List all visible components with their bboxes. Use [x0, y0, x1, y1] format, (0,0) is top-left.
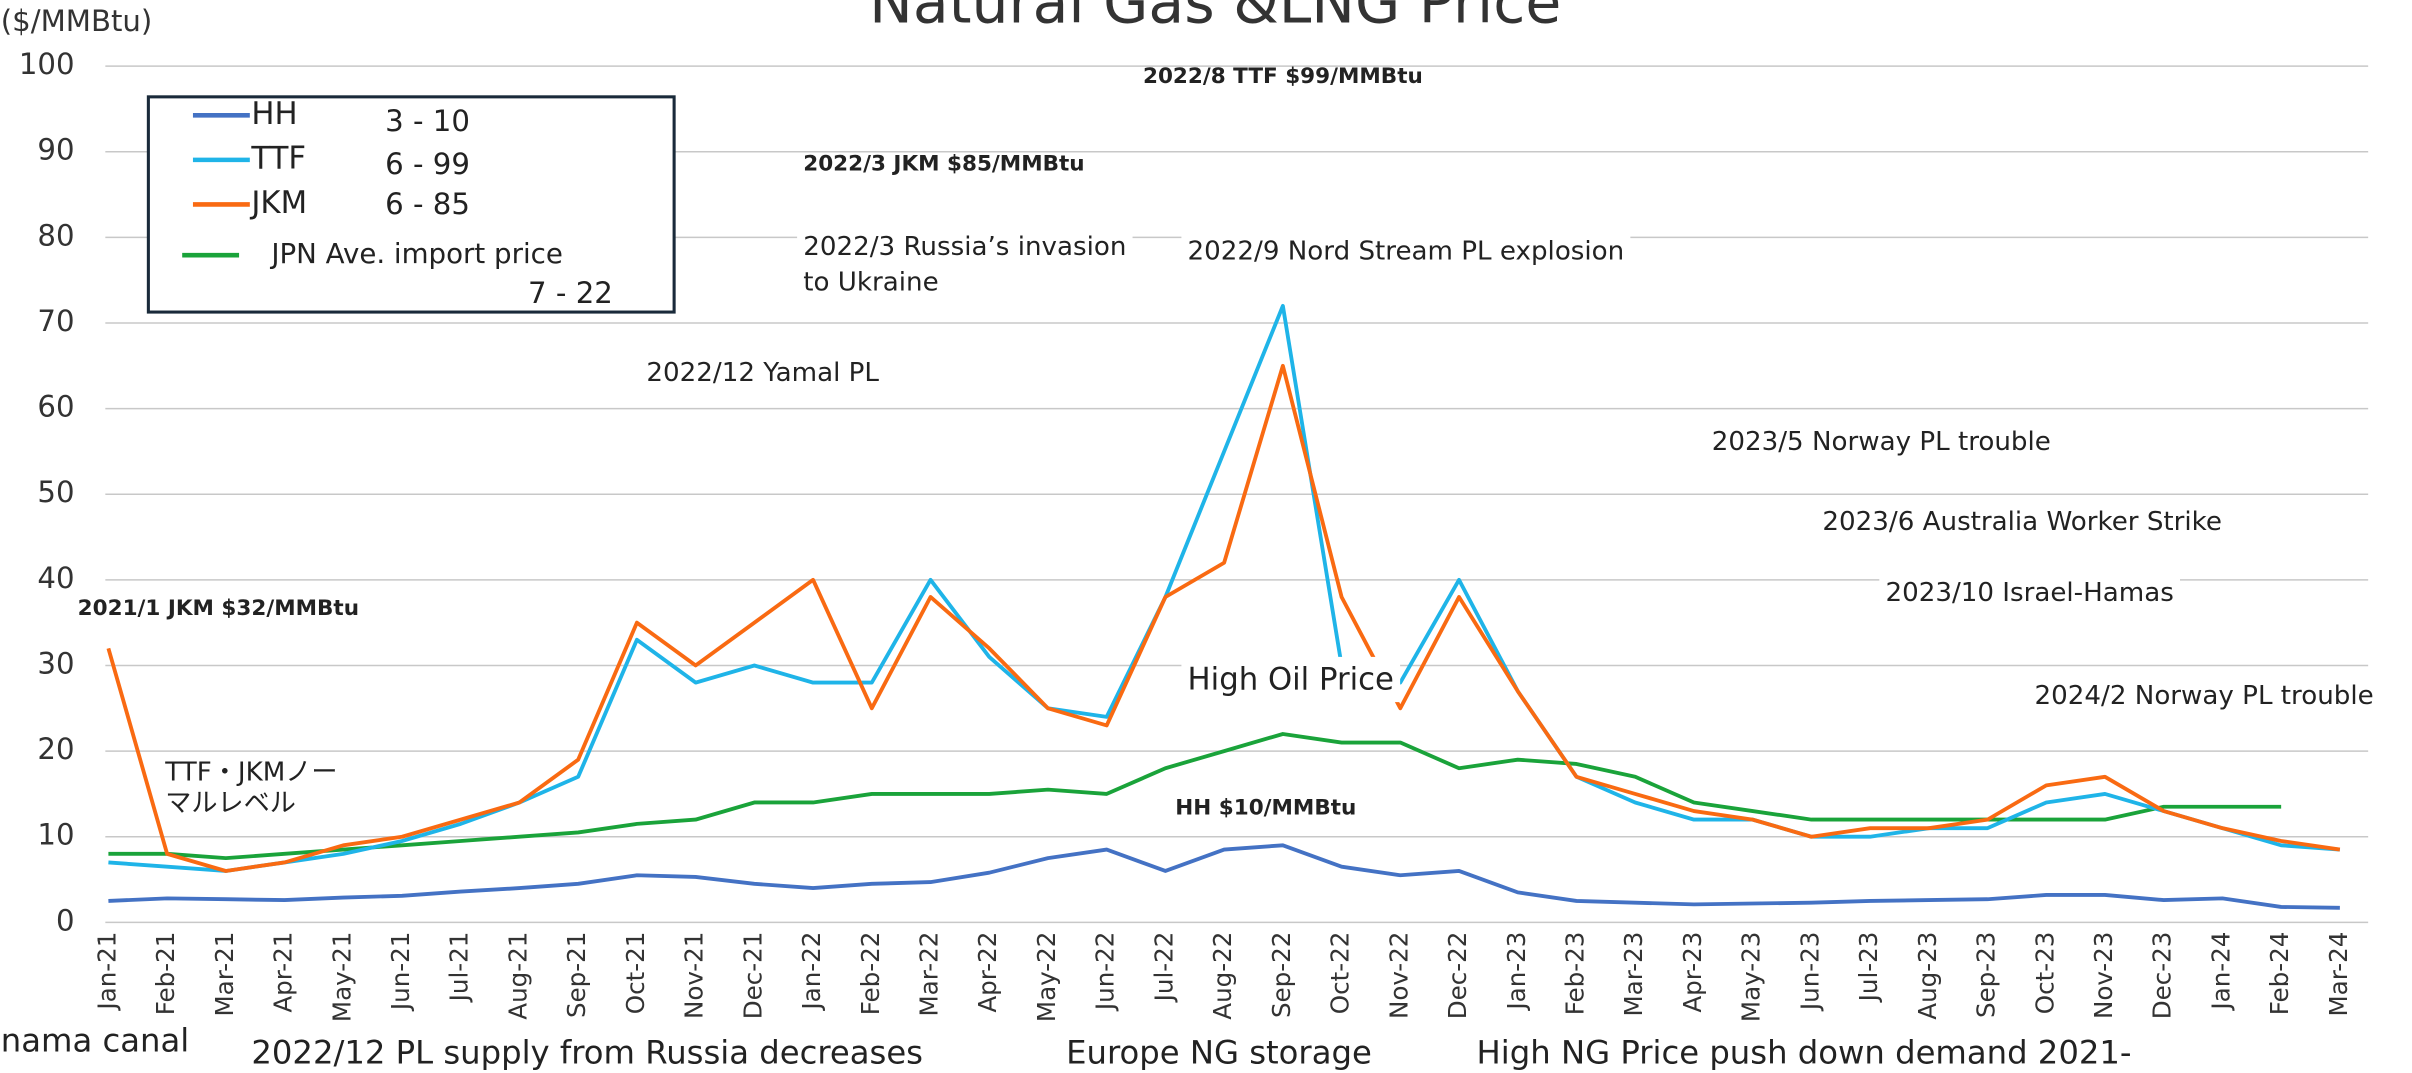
x-tick-label: Jul-21	[445, 932, 474, 1004]
legend-label: JPN Ave. import price	[269, 237, 563, 270]
y-tick-label: 0	[56, 903, 75, 937]
annotation-bg	[797, 227, 1133, 267]
annotation: 2022/9 Nord Stream PL explosion	[1188, 237, 1625, 267]
chart-title: Natural Gas &LNG Price	[869, 0, 1561, 36]
x-tick-label: Dec-22	[1443, 932, 1472, 1020]
y-tick-label: 100	[19, 47, 75, 81]
legend-range: 3 - 10	[385, 104, 470, 138]
x-tick-label: Mar-24	[2324, 932, 2353, 1017]
annotation-bg	[1181, 656, 1401, 703]
x-tick-label: Mar-21	[210, 932, 239, 1017]
x-tick-label: Jan-24	[2206, 932, 2235, 1012]
y-tick-label: 30	[37, 646, 74, 680]
x-tick-label: Oct-23	[2030, 932, 2059, 1015]
annotation-bg	[1705, 422, 2058, 462]
x-tick-label: Feb-24	[2265, 932, 2294, 1016]
lines	[106, 303, 2341, 910]
x-tick-label: Feb-21	[151, 932, 180, 1016]
annotation: 2022/3 JKM $85/MMBtu	[803, 151, 1084, 176]
legend-box	[146, 95, 676, 314]
annotation-bg	[1879, 573, 2181, 613]
x-tick-label: Jun-22	[1091, 932, 1120, 1013]
annotation: 2021/1 JKM $32/MMBtu	[78, 596, 359, 621]
legend-range: 7 - 22	[528, 276, 613, 310]
x-tick-label: Nov-23	[2089, 932, 2118, 1019]
x-tick-label: Oct-21	[621, 932, 650, 1015]
legend: HH 3 - 10 TTF 6 - 99 JKM 6 - 85 JPN Ave. impor…	[146, 95, 676, 314]
x-tick-label: Jun-21	[386, 932, 415, 1013]
annotation: 2024/2 Norway PL trouble	[2035, 681, 2374, 711]
x-tick-label: Nov-21	[680, 932, 709, 1019]
x-tick-label: Feb-22	[856, 932, 885, 1016]
annotation: 2022/8 TTF $99/MMBtu	[1143, 64, 1423, 89]
x-tick-label: Apr-21	[269, 932, 298, 1013]
annotation: Europe NG storage	[1066, 1034, 1372, 1072]
x-tick-label: May-22	[1032, 932, 1061, 1023]
x-tick-label: Sep-23	[1972, 932, 2001, 1018]
x-tick-label: Mar-23	[1619, 932, 1648, 1017]
series-line	[108, 303, 2341, 873]
x-tick-label: Sep-22	[1267, 932, 1296, 1018]
x-tick-label: Jul-23	[1854, 932, 1883, 1004]
annotation: nama canal	[1, 1021, 189, 1059]
annotation: 2022/3 Russia’s invasion	[803, 232, 1126, 262]
x-tick-label: Apr-22	[973, 932, 1002, 1013]
annotations: 2022/8 TTF $99/MMBtu 2022/3 JKM $85/MMBtu…	[1, 64, 2380, 1072]
annotation: 2023/5 Norway PL trouble	[1712, 427, 2051, 457]
x-tick-label: Jan-22	[797, 932, 826, 1012]
x-tick-label: Aug-21	[503, 932, 532, 1020]
x-tick-label: Dec-21	[738, 932, 767, 1020]
x-tick-label: Feb-23	[1560, 932, 1589, 1016]
annotation-bg	[640, 353, 886, 393]
legend-label: TTF	[250, 140, 306, 176]
x-tick-label: Dec-23	[2148, 932, 2177, 1020]
annotation: 2022/12 PL supply from Russia decreases	[251, 1034, 923, 1072]
x-tick-label: May-23	[1737, 932, 1766, 1023]
x-tick-label: Sep-21	[562, 932, 591, 1018]
annotation: High Oil Price	[1188, 662, 1394, 698]
x-tick-label: Aug-23	[1913, 932, 1942, 1020]
annotation-bg	[1816, 502, 2229, 542]
annotation: 2022/12 Yamal PL	[646, 358, 879, 388]
x-tick-label: Jun-23	[1795, 932, 1824, 1013]
y-tick-label: 80	[37, 218, 74, 252]
y-tick-label: 60	[37, 390, 74, 424]
y-tick-label: 20	[37, 732, 74, 766]
x-tick-label: Jan-21	[92, 932, 121, 1012]
annotation: TTF・JKMノー	[164, 758, 337, 788]
x-tick-label: Oct-22	[1326, 932, 1355, 1015]
legend-label: JKM	[249, 185, 307, 221]
legend-range: 6 - 85	[385, 187, 470, 221]
legend-label: HH	[251, 96, 297, 132]
series-line	[108, 843, 2340, 910]
annotation: 2023/10 Israel-Hamas	[1885, 578, 2173, 608]
annotation: to Ukraine	[803, 267, 938, 297]
annotation-bg	[1181, 231, 1631, 272]
series-line	[108, 732, 2282, 861]
x-tick-label: Jul-22	[1149, 932, 1178, 1004]
annotation: HH $10/MMBtu	[1175, 796, 1356, 821]
x-tick-label: Mar-22	[915, 932, 944, 1017]
annotation: 2023/6 Australia Worker Strike	[1822, 507, 2222, 537]
annotation: マルレベル	[165, 788, 296, 818]
annotation-bg	[2028, 676, 2380, 716]
x-tick-label: Jan-23	[1502, 932, 1531, 1012]
y-tick-label: 40	[37, 561, 74, 595]
y-tick-label: 90	[37, 133, 74, 167]
x-tick-label: Aug-22	[1208, 932, 1237, 1020]
x-tick-label: Apr-23	[1678, 932, 1707, 1013]
annotation-bg	[797, 262, 945, 302]
legend-range: 6 - 99	[385, 147, 470, 181]
x-tick-label: May-21	[327, 932, 356, 1023]
y-tick-label: 10	[37, 818, 74, 852]
series-line	[106, 363, 2341, 873]
x-tick-label: Nov-22	[1384, 932, 1413, 1019]
y-tick-label: 50	[37, 475, 74, 509]
y-axis-label: ($/MMBtu)	[1, 4, 153, 38]
y-tick-label: 70	[37, 304, 74, 338]
annotation: High NG Price push down demand 2021-	[1477, 1034, 2132, 1072]
